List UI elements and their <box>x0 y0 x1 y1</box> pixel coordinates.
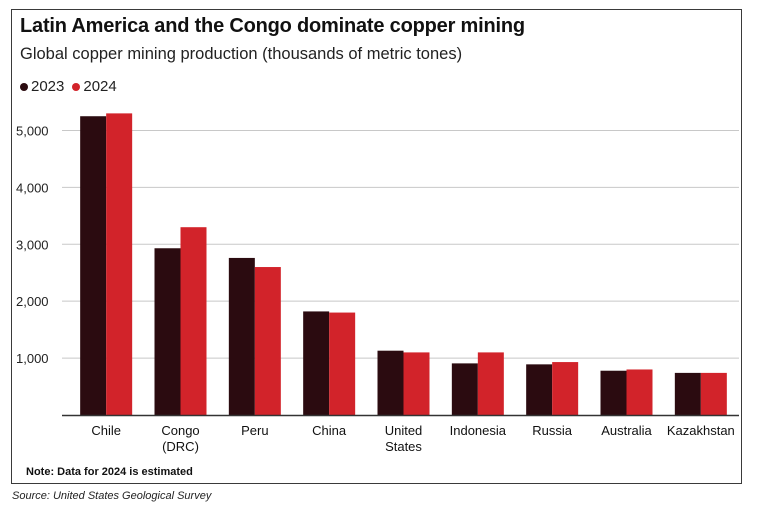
legend-swatch-2023 <box>20 82 28 91</box>
x-tick-label: Australia <box>601 423 652 438</box>
bar-2023 <box>526 364 553 415</box>
x-tick-label: Kazakhstan <box>667 423 735 438</box>
bar-2024 <box>254 267 281 415</box>
y-tick-label: 2,000 <box>16 294 49 309</box>
x-tick-label: Russia <box>532 423 573 438</box>
x-tick-label-line: Russia <box>532 423 573 438</box>
y-tick-label: 5,000 <box>16 123 49 138</box>
x-axis-tick-labels: Chile Congo (DRC) Peru China United States Indo… <box>91 423 734 454</box>
x-tick-label-line: Congo <box>161 423 199 438</box>
legend-item-2023: 2023 <box>20 78 64 95</box>
chart-frame: Latin America and the Congo dominate cop… <box>11 9 742 484</box>
y-tick-label: 3,000 <box>16 237 49 252</box>
bar-2023 <box>600 370 627 415</box>
x-tick-label-line: (DRC) <box>162 439 199 454</box>
x-tick-label-line: States <box>385 439 422 454</box>
bar-2023 <box>228 257 255 415</box>
x-tick-label: Peru <box>241 423 268 438</box>
bar-2023 <box>377 350 404 415</box>
legend-label-2023: 2023 <box>31 78 65 95</box>
chart-subtitle: Global copper mining production (thousan… <box>20 45 463 63</box>
x-tick-label: United States <box>385 423 423 454</box>
y-axis-tick-labels: 1,000 2,000 3,000 4,000 5,000 <box>16 123 49 366</box>
legend-item-2024: 2024 <box>72 78 117 95</box>
bar-2024 <box>552 362 579 415</box>
x-tick-label-line: Kazakhstan <box>667 423 735 438</box>
bar-2023 <box>674 372 701 415</box>
legend-label-2024: 2024 <box>83 78 117 95</box>
bar-2023 <box>303 311 330 415</box>
x-tick-label: Chile <box>91 423 121 438</box>
x-tick-label: Congo (DRC) <box>161 423 199 454</box>
x-tick-label-line: United <box>385 423 423 438</box>
bar-2023 <box>80 116 107 416</box>
bar-2024 <box>626 369 653 415</box>
chart-note: Note: Data for 2024 is estimated <box>26 466 193 478</box>
x-tick-label-line: China <box>312 423 347 438</box>
bar-2024 <box>700 372 727 415</box>
chart-legend: 2023 2024 <box>20 78 125 95</box>
x-tick-label-line: Australia <box>601 423 652 438</box>
y-tick-label: 1,000 <box>16 351 49 366</box>
x-tick-label: China <box>312 423 347 438</box>
bar-2023 <box>154 248 181 415</box>
chart-title: Latin America and the Congo dominate cop… <box>20 15 525 37</box>
bar-2024 <box>477 352 504 415</box>
bar-2023 <box>451 363 478 415</box>
y-tick-label: 4,000 <box>16 180 49 195</box>
bar-2024 <box>180 227 207 415</box>
x-tick-label-line: Chile <box>91 423 121 438</box>
x-tick-label-line: Peru <box>241 423 268 438</box>
legend-swatch-2024 <box>72 82 81 91</box>
x-tick-label: Indonesia <box>450 423 507 438</box>
bars <box>80 113 727 416</box>
bar-2024 <box>403 352 430 415</box>
source-text: Source: United States Geological Survey <box>12 490 212 502</box>
bar-2024 <box>106 113 133 415</box>
bar-2024 <box>329 312 356 415</box>
x-tick-label-line: Indonesia <box>450 423 507 438</box>
